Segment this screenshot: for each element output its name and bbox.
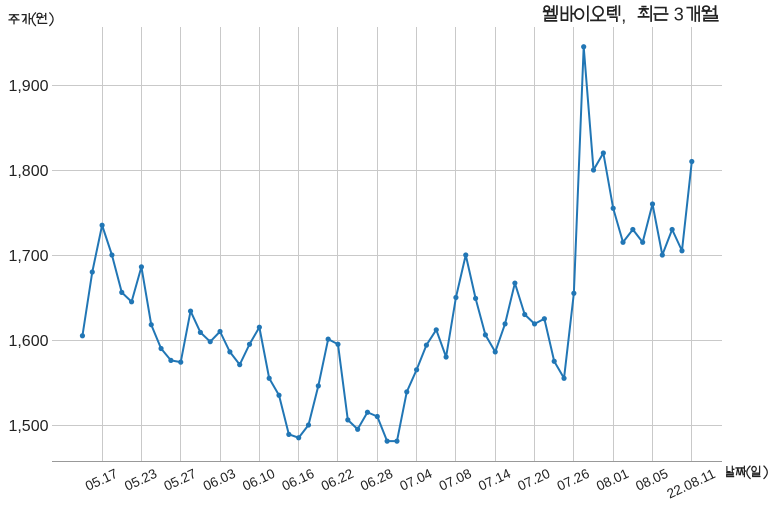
svg-text:1,500: 1,500 xyxy=(8,418,48,435)
svg-text:,: , xyxy=(621,6,626,26)
svg-text:3: 3 xyxy=(674,4,684,24)
svg-text:1,800: 1,800 xyxy=(8,163,48,180)
svg-text:1,900: 1,900 xyxy=(8,78,48,95)
svg-text:1,700: 1,700 xyxy=(8,248,48,265)
svg-text:1,600: 1,600 xyxy=(8,333,48,350)
